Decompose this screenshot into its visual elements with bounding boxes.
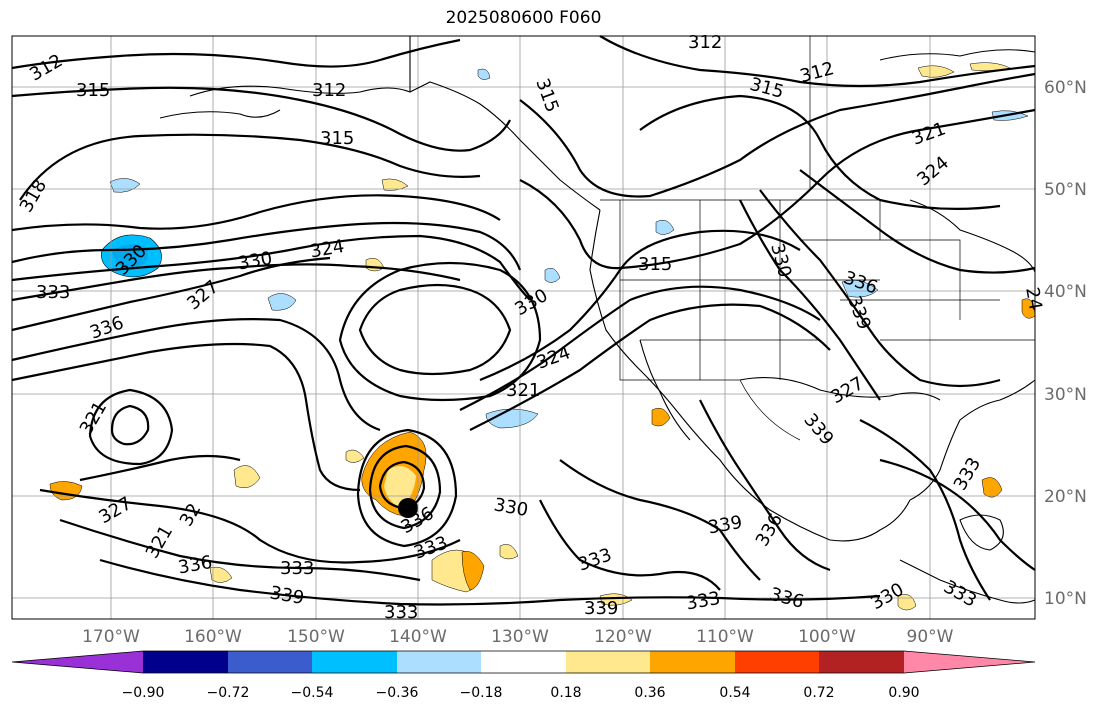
graticule [12, 36, 1035, 619]
latitude-axis: 60°N 50°N 40°N 30°N 20°N 10°N [1044, 78, 1087, 609]
colorbar-segment [481, 651, 566, 673]
lon-label: 120°W [594, 627, 652, 647]
contour-label: 24 [1021, 286, 1046, 312]
colorbar [11, 650, 1036, 674]
contour-label: 321 [506, 380, 540, 401]
colorbar-tick-labels: −0.90 −0.72 −0.54 −0.36 −0.18 0.18 0.36 … [122, 685, 920, 701]
colorbar-segment [312, 651, 397, 673]
contour-label: 333 [280, 558, 314, 579]
lon-label: 160°W [184, 627, 242, 647]
lon-label: 90°W [907, 627, 954, 647]
lat-label: 20°N [1044, 487, 1087, 507]
contour-label: 312 [688, 32, 722, 53]
contour-label: 339 [584, 598, 618, 619]
colorbar-segment [819, 651, 904, 673]
colorbar-segment [12, 651, 143, 673]
lon-label: 110°W [696, 627, 754, 647]
colorbar-tick-label: −0.18 [460, 685, 503, 701]
colorbar-tick-label: 0.54 [719, 685, 750, 701]
contour-label: 315 [638, 254, 672, 275]
map-title: 2025080600 F060 [445, 8, 602, 28]
coastlines [159, 36, 1036, 604]
colorbar-tick-label: −0.90 [122, 685, 165, 701]
longitude-axis: 170°W 160°W 150°W 140°W 130°W 120°W 110°… [82, 627, 954, 647]
contour-lines [11, 35, 1036, 606]
lon-label: 130°W [491, 627, 549, 647]
lon-label: 150°W [287, 627, 345, 647]
lat-label: 40°N [1044, 282, 1087, 302]
map-background [12, 36, 1035, 619]
colorbar-tick-label: 0.90 [888, 685, 919, 701]
contour-label: 333 [384, 602, 418, 623]
lat-label: 30°N [1044, 385, 1087, 405]
colorbar-segment [143, 651, 228, 673]
colorbar-tick-label: −0.72 [207, 685, 250, 701]
colorbar-segment [397, 651, 481, 673]
political-borders [600, 36, 1035, 441]
lat-label: 60°N [1044, 78, 1087, 98]
colorbar-tick-label: 0.72 [803, 685, 834, 701]
lat-label: 50°N [1044, 180, 1087, 200]
colorbar-segment [735, 651, 819, 673]
colorbar-segment [228, 651, 312, 673]
lon-label: 140°W [389, 627, 447, 647]
contour-label: 315 [320, 128, 354, 149]
colorbar-outline [11, 650, 1036, 674]
contour-label: 315 [76, 80, 110, 101]
lon-label: 170°W [82, 627, 140, 647]
contour-label: 333 [36, 282, 70, 303]
shading-layer [49, 62, 1036, 611]
colorbar-segment [566, 651, 650, 673]
contour-label: 312 [312, 80, 346, 101]
lon-label: 100°W [798, 627, 856, 647]
colorbar-segment [650, 651, 735, 673]
map-frame [11, 35, 1036, 620]
colorbar-tick-label: 0.36 [634, 685, 665, 701]
colorbar-segment [904, 651, 1035, 673]
lat-label: 10°N [1044, 589, 1087, 609]
colorbar-tick-label: −0.54 [291, 685, 334, 701]
colorbar-tick-label: −0.36 [376, 685, 419, 701]
colorbar-tick-label: 0.18 [550, 685, 581, 701]
